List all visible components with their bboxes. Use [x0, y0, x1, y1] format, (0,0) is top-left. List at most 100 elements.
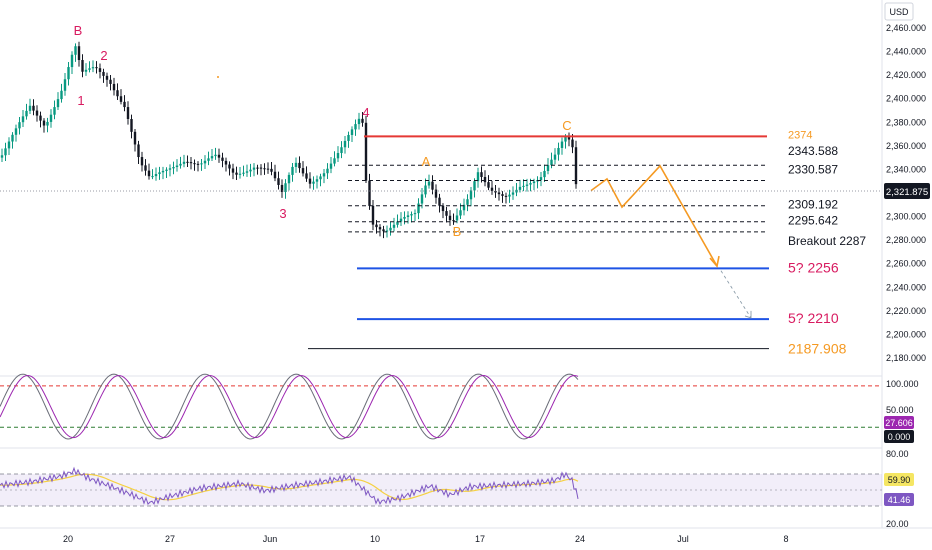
time-tick-label: 10: [370, 534, 380, 544]
candle-body: [168, 168, 172, 170]
wave-label: 3: [279, 206, 286, 221]
candle-body: [560, 141, 564, 148]
price-tick-label: 2,360.000: [886, 141, 926, 151]
candle-body: [189, 162, 193, 164]
candle-body: [161, 170, 165, 173]
candle-body: [511, 192, 515, 195]
candle-body: [480, 172, 483, 177]
price-tick-label: 2,240.000: [886, 282, 926, 292]
level-label: 2330.587: [788, 163, 838, 177]
price-tick-label: 2,460.000: [886, 23, 926, 33]
candle-body: [7, 141, 11, 149]
candle-body: [14, 128, 18, 135]
rsi-ma-badge: [884, 473, 914, 486]
projection-extension-arrowhead: [744, 310, 752, 319]
candle-body: [235, 172, 238, 175]
candle-body: [553, 154, 557, 160]
candle-body: [375, 224, 378, 228]
candle-body: [249, 169, 252, 172]
candle-body: [343, 140, 347, 148]
price-tick-label: 2,300.000: [886, 212, 926, 222]
candle-body: [231, 168, 235, 173]
candle-body: [305, 173, 308, 179]
candle-body: [200, 163, 203, 165]
candle-body: [483, 176, 487, 183]
candle-body: [88, 68, 91, 70]
candle-body: [49, 114, 53, 122]
candle-body: [434, 189, 438, 198]
candle-body: [364, 122, 368, 181]
candle-body: [193, 163, 196, 165]
candle-body: [546, 165, 550, 171]
candle-body: [315, 179, 319, 182]
price-tick-label: 2,200.000: [886, 329, 926, 339]
stoch-k-value: 27.606: [885, 418, 913, 428]
candle-body: [133, 131, 137, 145]
candle-body: [105, 75, 109, 80]
candle-body: [354, 124, 357, 130]
candle-body: [319, 176, 322, 180]
stoch-k-badge: [884, 416, 914, 429]
candle-body: [308, 178, 312, 184]
candle-body: [298, 162, 301, 169]
rsi-tick-label: 20.00: [886, 519, 909, 529]
currency-box[interactable]: [884, 2, 914, 21]
candle-body: [287, 174, 291, 184]
candle-body: [550, 159, 553, 166]
candle-body: [564, 136, 567, 142]
stoch-tick-label: 100.000: [886, 379, 919, 389]
candle-body: [445, 211, 448, 216]
projection-extension: [720, 270, 752, 319]
candle-body: [469, 190, 473, 200]
rsi-value: 41.46: [888, 495, 911, 505]
candle-body: [42, 120, 46, 126]
price-tick-label: 2,180.000: [886, 353, 926, 363]
candle-body: [571, 139, 574, 148]
time-tick-label: 20: [63, 534, 73, 544]
rsi-ma-value: 59.90: [888, 475, 911, 485]
candle-body: [543, 170, 546, 178]
candle-body: [98, 68, 102, 72]
candle-body: [221, 157, 224, 161]
candle-body: [284, 183, 287, 192]
candle-body: [476, 172, 480, 182]
candle-body: [67, 67, 70, 80]
wave-label: 4: [362, 105, 369, 120]
candle-body: [266, 168, 270, 170]
candle-body: [179, 163, 182, 166]
price-tick-label: 2,440.000: [886, 47, 926, 57]
candle-body: [35, 110, 39, 116]
candle-body: [368, 180, 371, 206]
candle-body: [361, 118, 364, 123]
candle-body: [95, 67, 98, 69]
candle-body: [172, 167, 175, 169]
candle-body: [504, 195, 508, 197]
candle-body: [140, 157, 144, 166]
candle-body: [340, 147, 343, 154]
wave-label: C: [562, 118, 571, 133]
candle-body: [438, 197, 441, 206]
price-tick-label: 2,280.000: [886, 235, 926, 245]
candle-body: [431, 181, 434, 190]
candle-body: [557, 147, 560, 155]
candle-body: [28, 105, 32, 111]
candle-body: [326, 168, 329, 174]
rsi-line: [0, 466, 579, 506]
candle-body: [399, 218, 403, 222]
candle-body: [291, 166, 294, 175]
candle-body: [455, 215, 459, 221]
level-label: 2374: [788, 129, 812, 141]
candle-body: [109, 79, 112, 84]
candle-body: [210, 156, 214, 159]
candle-body: [280, 184, 284, 192]
candle-body: [427, 181, 431, 186]
wave-label: 2: [100, 48, 107, 63]
candle-body: [137, 144, 140, 158]
level-label: 2187.908: [788, 341, 847, 357]
candle-body: [224, 160, 228, 165]
level-label: 5? 2210: [788, 310, 839, 326]
candle-body: [165, 169, 168, 171]
candle-body: [217, 154, 221, 158]
stoch-k-line: [0, 374, 579, 439]
